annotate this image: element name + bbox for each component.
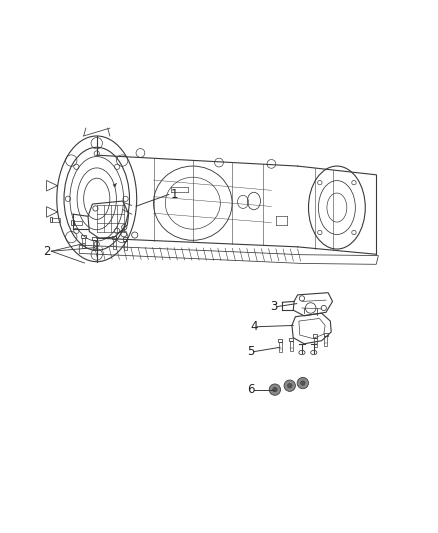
Circle shape	[273, 387, 277, 392]
Bar	[290, 341, 293, 351]
Text: 1: 1	[171, 188, 178, 201]
Bar	[82, 238, 85, 248]
Bar	[92, 237, 97, 240]
Text: 2: 2	[43, 245, 51, 258]
Bar	[278, 338, 283, 342]
Bar	[112, 236, 117, 239]
Bar	[325, 336, 328, 346]
Circle shape	[284, 380, 295, 391]
Bar	[324, 333, 328, 336]
Text: 4: 4	[251, 320, 258, 333]
Bar	[52, 218, 60, 222]
Circle shape	[288, 384, 292, 388]
Text: 5: 5	[247, 345, 255, 358]
Bar	[124, 241, 127, 251]
Bar	[74, 221, 82, 224]
Bar	[314, 338, 317, 348]
Bar	[49, 217, 52, 222]
Bar	[313, 334, 317, 338]
Bar	[81, 235, 86, 238]
Bar	[93, 240, 96, 250]
Circle shape	[300, 381, 305, 385]
Bar	[289, 338, 293, 341]
Text: 6: 6	[247, 383, 255, 396]
Bar	[279, 342, 282, 352]
Circle shape	[297, 377, 308, 389]
Bar	[113, 239, 116, 249]
Bar	[71, 220, 74, 225]
Text: 3: 3	[270, 300, 277, 313]
Circle shape	[269, 384, 281, 395]
Bar	[123, 237, 127, 241]
